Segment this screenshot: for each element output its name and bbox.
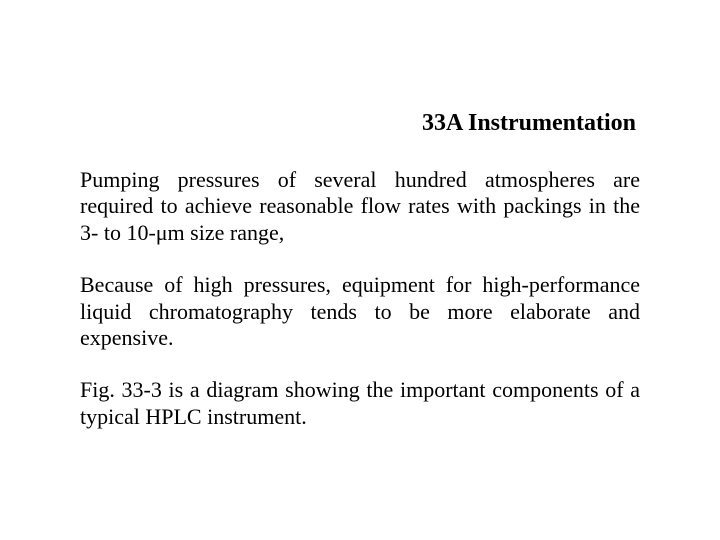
- paragraph-2: Because of high pressures, equipment for…: [80, 272, 640, 351]
- paragraph-1: Pumping pressures of several hundred atm…: [80, 167, 640, 246]
- section-title: 33A Instrumentation: [80, 110, 640, 137]
- paragraph-3: Fig. 33-3 is a diagram showing the impor…: [80, 377, 640, 430]
- slide: 33A Instrumentation Pumping pressures of…: [0, 0, 720, 540]
